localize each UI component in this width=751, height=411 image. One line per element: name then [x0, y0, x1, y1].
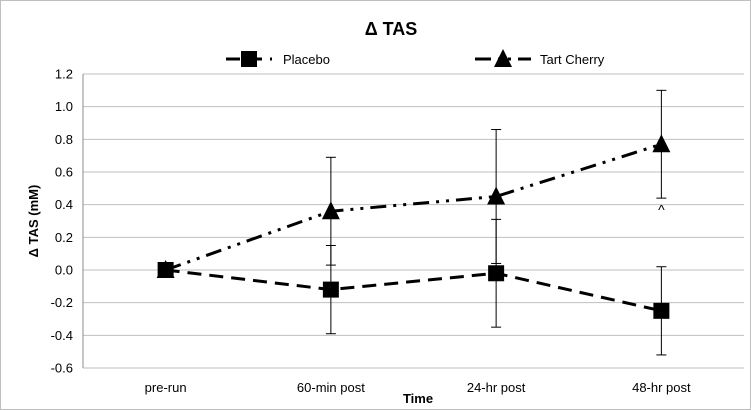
y-tick-label: -0.2	[51, 295, 73, 310]
data-point	[488, 265, 505, 282]
data-point	[653, 302, 670, 319]
grid-lines	[83, 73, 744, 369]
legend-label: Placebo	[283, 52, 330, 67]
data-point	[321, 201, 340, 220]
x-tick-label: 24-hr post	[467, 380, 526, 395]
significance-marker: ^	[658, 201, 665, 217]
y-tick-label: 1.2	[55, 67, 73, 82]
legend-item-placebo: Placebo	[226, 51, 330, 67]
series-placebo	[157, 218, 670, 356]
data-point	[652, 134, 671, 153]
legend-item-tart-cherry: Tart Cherry	[475, 49, 605, 67]
y-axis-title: Δ TAS (mM)	[26, 185, 41, 258]
y-tick-label: 0.0	[55, 263, 73, 278]
data-point	[487, 186, 506, 205]
y-tick-label: 0.2	[55, 230, 73, 245]
y-tick-label: 1.0	[55, 99, 73, 114]
series-layer: ^	[156, 89, 671, 356]
series-tart-cherry	[156, 89, 671, 278]
y-tick-label: 0.6	[55, 165, 73, 180]
legend-label: Tart Cherry	[540, 52, 605, 67]
y-tick-label: 0.4	[55, 197, 73, 212]
y-tick-label: -0.6	[51, 361, 73, 376]
legend-marker	[494, 49, 512, 67]
series-line	[165, 268, 662, 313]
legend: Placebo Tart Cherry	[226, 49, 605, 67]
x-axis-title: Time	[403, 391, 433, 406]
series-line	[165, 142, 662, 272]
x-tick-label: pre-run	[145, 380, 187, 395]
y-tick-label: 0.8	[55, 132, 73, 147]
chart-title: Δ TAS	[365, 19, 418, 39]
legend-marker	[241, 51, 257, 67]
data-point	[156, 260, 175, 278]
data-point	[322, 281, 339, 298]
axes: -0.6 -0.4 -0.2 0.0 0.2 0.4 0.6 0.8 1.0 1.2 pre-run…	[51, 67, 691, 396]
x-tick-label: 48-hr post	[632, 380, 691, 395]
y-tick-label: -0.4	[51, 328, 73, 343]
x-tick-label: 60-min post	[297, 380, 365, 395]
